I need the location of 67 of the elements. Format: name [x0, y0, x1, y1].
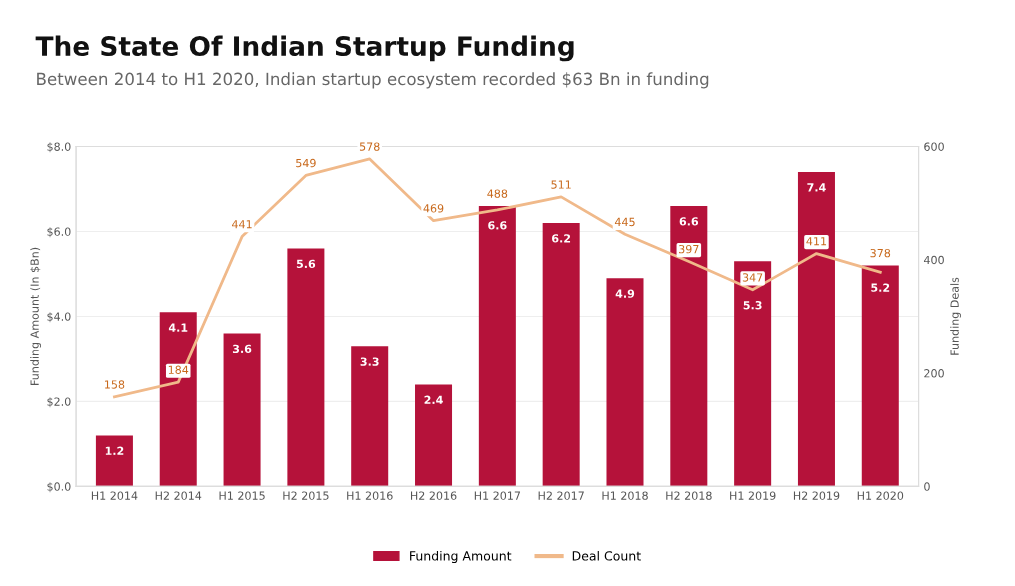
bar	[861, 265, 899, 487]
data-label: 6.6	[679, 217, 699, 226]
data-label: 397	[679, 244, 699, 254]
data-label: 4.9	[615, 289, 635, 298]
y2-tick-label: 400	[923, 255, 944, 265]
data-label: 3.3	[360, 357, 379, 366]
chart-subtitle: Between 2014 to H1 2020, Indian startup ecosystem recorded $63 Bn in funding	[37, 72, 709, 89]
legend-label: Funding Amount	[410, 550, 512, 564]
data-label: 5.3	[743, 301, 762, 310]
x-tick-label: H2 2019	[793, 491, 840, 500]
bar	[734, 261, 772, 487]
data-label: 6.2	[552, 234, 571, 243]
data-label: 378	[870, 248, 891, 258]
data-label: 549	[296, 158, 316, 168]
x-tick-label: H1 2014	[91, 491, 138, 500]
bar	[223, 333, 261, 487]
x-tick-label: H1 2019	[730, 491, 776, 500]
data-label: 411	[806, 237, 827, 246]
y-axis-title: Funding Amount (In $Bn)	[30, 247, 41, 385]
x-tick-label: H1 2018	[602, 491, 648, 500]
data-label: 5.2	[871, 283, 890, 292]
data-label: 1.2	[105, 446, 124, 455]
data-label: 445	[614, 217, 635, 227]
data-label: 578	[359, 142, 380, 151]
bar	[351, 346, 389, 487]
bar	[95, 435, 133, 487]
data-label: 6.6	[488, 221, 507, 230]
x-tick-label: H1 2017	[474, 491, 521, 500]
data-label: 4.1	[168, 323, 188, 332]
x-tick-label: H1 2020	[857, 491, 904, 500]
x-tick-label: H1 2015	[219, 491, 265, 500]
bar	[415, 384, 453, 487]
data-label: 3.6	[232, 344, 252, 354]
data-label: 511	[551, 180, 571, 189]
y-tick-label: $8.0	[47, 142, 71, 153]
data-label: 158	[105, 380, 125, 389]
data-label: 184	[168, 365, 189, 374]
bar	[797, 171, 835, 487]
x-tick-label: H2 2016	[411, 491, 457, 500]
bar	[606, 278, 644, 487]
x-tick-label: H1 2016	[347, 491, 393, 500]
data-label: 347	[742, 273, 763, 282]
data-label: 441	[232, 220, 252, 229]
chart-title: The State Of Indian Startup Funding	[35, 35, 574, 62]
data-label: 7.4	[807, 183, 826, 192]
x-tick-label: H2 2018	[666, 491, 712, 500]
x-tick-label: H2 2014	[155, 491, 202, 500]
data-label: 5.6	[296, 259, 316, 269]
x-tick-label: H2 2017	[538, 491, 584, 500]
y2-tick-label: 200	[924, 369, 944, 378]
y2-tick-label: 600	[924, 142, 944, 151]
y-tick-label: $0.0	[47, 482, 71, 493]
bar	[670, 205, 708, 487]
y-tick-label: $2.0	[47, 397, 71, 408]
bar	[478, 205, 516, 487]
bar	[159, 312, 197, 487]
y2-tick-label: 0	[924, 482, 930, 491]
bar	[287, 248, 325, 487]
data-label: 488	[487, 189, 508, 198]
y-tick-label: $4.0	[47, 312, 71, 323]
y2-axis-title: Funding Deals	[950, 277, 961, 355]
legend-label: Deal Count	[572, 550, 641, 561]
data-label: 469	[423, 204, 444, 213]
data-label: 2.4	[424, 395, 443, 404]
bar	[542, 222, 580, 487]
x-tick-label: H2 2015	[283, 491, 329, 500]
y-tick-label: $6.0	[47, 227, 71, 238]
